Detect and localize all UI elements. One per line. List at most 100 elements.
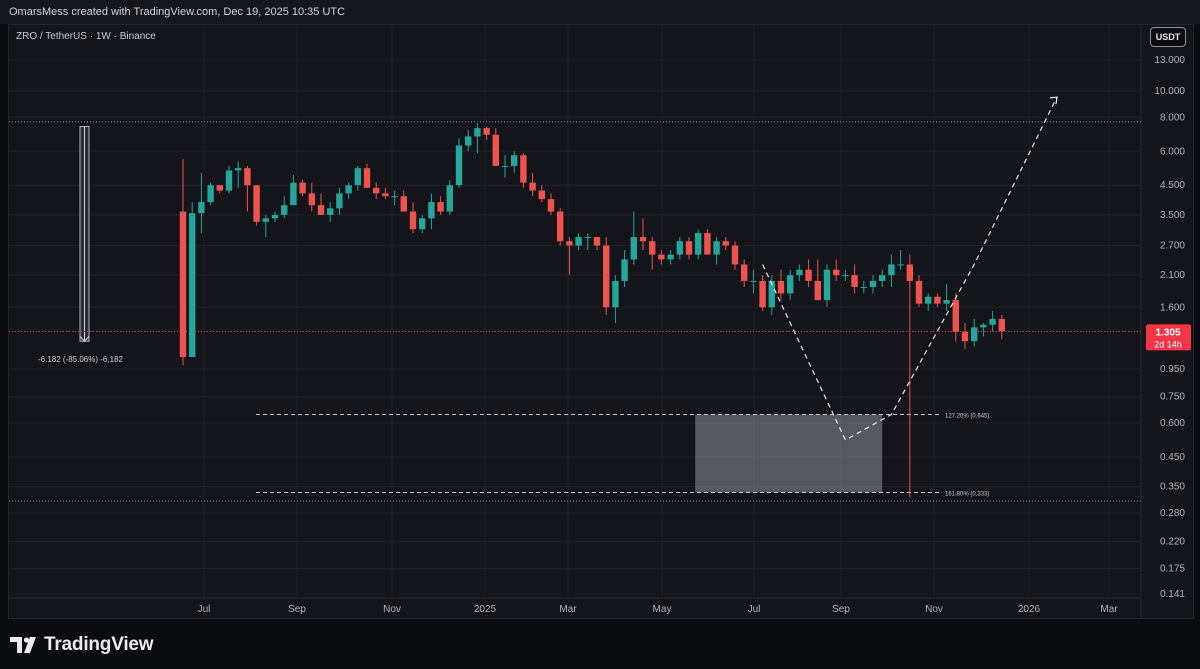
candlestick-chart[interactable]: 127.20% (0.645) 161.80% (0.333) -6.182 (-8… bbox=[9, 25, 1195, 620]
candle-body bbox=[281, 205, 288, 215]
candle-body bbox=[971, 327, 978, 342]
projection-arrowhead bbox=[1049, 96, 1058, 105]
x-tick-label: Sep bbox=[832, 604, 850, 615]
candle-body bbox=[685, 241, 693, 255]
candle-body bbox=[253, 185, 260, 222]
candle-body bbox=[474, 128, 481, 137]
candle-body bbox=[897, 264, 904, 266]
candle-body bbox=[235, 168, 242, 171]
fib-level-label: 127.20% (0.645) bbox=[945, 414, 989, 420]
tradingview-logo-icon bbox=[10, 637, 36, 653]
x-tick-label: 2025 bbox=[474, 604, 497, 615]
candle-body bbox=[465, 136, 472, 146]
candle-body bbox=[428, 202, 435, 219]
measure-tool-arrowhead bbox=[79, 335, 90, 342]
x-tick-label: May bbox=[653, 604, 672, 615]
y-tick-label: 0.141 bbox=[1160, 589, 1185, 600]
candle-body bbox=[575, 237, 582, 246]
candle-body bbox=[437, 202, 444, 212]
candle-body bbox=[566, 241, 573, 246]
currency-button[interactable]: USDT bbox=[1150, 27, 1186, 47]
candle-body bbox=[327, 208, 334, 215]
tradingview-logo-text: TradingView bbox=[44, 634, 154, 655]
chart-frame[interactable]: 127.20% (0.645) 161.80% (0.333) -6.182 (-8… bbox=[8, 24, 1195, 620]
candle-body bbox=[271, 214, 279, 219]
y-tick-label: 0.750 bbox=[1160, 392, 1185, 403]
candle-body bbox=[373, 187, 380, 194]
candle-body bbox=[704, 233, 711, 255]
bottom-bar: TradingView bbox=[0, 619, 1200, 669]
fib-level-label: 161.80% (0.333) bbox=[945, 492, 989, 498]
candle-body bbox=[750, 280, 757, 282]
candle-body bbox=[842, 275, 849, 277]
candle-body bbox=[658, 254, 665, 260]
x-tick-label: Mar bbox=[1100, 604, 1118, 615]
x-tick-label: Jul bbox=[748, 604, 761, 615]
candle-body bbox=[713, 241, 720, 255]
candle-body bbox=[612, 280, 619, 308]
price-tag-value: 1.305 bbox=[1155, 327, 1180, 338]
candle-body bbox=[934, 296, 941, 304]
candle-body bbox=[943, 300, 950, 304]
x-tick-label: Mar bbox=[559, 604, 577, 615]
candle-body bbox=[667, 254, 674, 260]
candle-body bbox=[225, 170, 233, 191]
y-tick-label: 0.175 bbox=[1160, 564, 1185, 575]
candle-body bbox=[961, 331, 969, 342]
measure-tool-label: -6.182 (-85.06%) -6,182 bbox=[38, 355, 123, 364]
candle-body bbox=[419, 218, 426, 230]
candle-body bbox=[603, 245, 610, 308]
y-tick-label: 2.700 bbox=[1160, 241, 1185, 252]
candle-body bbox=[244, 168, 251, 186]
candle-body bbox=[722, 241, 729, 246]
candle-body bbox=[879, 275, 886, 281]
projection-path bbox=[762, 96, 1058, 441]
candle-body bbox=[492, 134, 499, 166]
candle-body bbox=[547, 199, 555, 212]
candle-body bbox=[915, 280, 923, 304]
candle-body bbox=[796, 269, 803, 276]
candle-body bbox=[787, 275, 794, 294]
candle-body bbox=[216, 185, 223, 191]
candle-body bbox=[189, 213, 196, 358]
top-bar: OmarsMess created with TradingView.com, … bbox=[0, 0, 1200, 24]
candle-body bbox=[511, 155, 518, 166]
candle-body bbox=[593, 237, 601, 246]
candle-body bbox=[621, 259, 628, 281]
candle-body bbox=[299, 182, 306, 194]
x-tick-label: Nov bbox=[925, 604, 943, 615]
y-tick-label: 6.000 bbox=[1160, 146, 1185, 157]
y-tick-label: 0.450 bbox=[1160, 452, 1185, 463]
candle-body bbox=[354, 168, 361, 186]
tradingview-logo[interactable]: TradingView bbox=[10, 634, 154, 655]
candle-body bbox=[906, 264, 913, 281]
candle-body bbox=[833, 269, 840, 276]
symbol-legend[interactable]: ZRO / TetherUS · 1W · Binance bbox=[16, 31, 156, 42]
target-zone-box bbox=[695, 414, 883, 493]
candle-body bbox=[777, 280, 785, 294]
candle-body bbox=[557, 211, 564, 242]
candle-body bbox=[363, 168, 371, 188]
y-tick-label: 4.500 bbox=[1160, 180, 1185, 191]
candle-body bbox=[741, 264, 748, 281]
candle-body bbox=[483, 128, 490, 135]
candle-body bbox=[345, 185, 352, 194]
candle-body bbox=[382, 193, 389, 197]
candle-body bbox=[649, 241, 656, 255]
y-tick-label: 2.100 bbox=[1160, 270, 1185, 281]
candle-body bbox=[262, 218, 269, 222]
x-tick-label: 2026 bbox=[1018, 604, 1041, 615]
y-tick-label: 13.000 bbox=[1154, 55, 1185, 66]
y-tick-label: 10.000 bbox=[1154, 86, 1185, 97]
y-tick-label: 0.220 bbox=[1160, 536, 1185, 547]
candle-body bbox=[823, 269, 831, 301]
candle-body bbox=[989, 318, 996, 325]
candle-body bbox=[952, 300, 959, 332]
y-tick-label: 0.600 bbox=[1160, 418, 1185, 429]
y-tick-label: 0.280 bbox=[1160, 508, 1185, 519]
candle-body bbox=[198, 202, 205, 214]
candle-body bbox=[520, 155, 527, 183]
candle-body bbox=[814, 280, 821, 301]
candle-body bbox=[501, 165, 509, 167]
candle-body bbox=[860, 286, 867, 288]
